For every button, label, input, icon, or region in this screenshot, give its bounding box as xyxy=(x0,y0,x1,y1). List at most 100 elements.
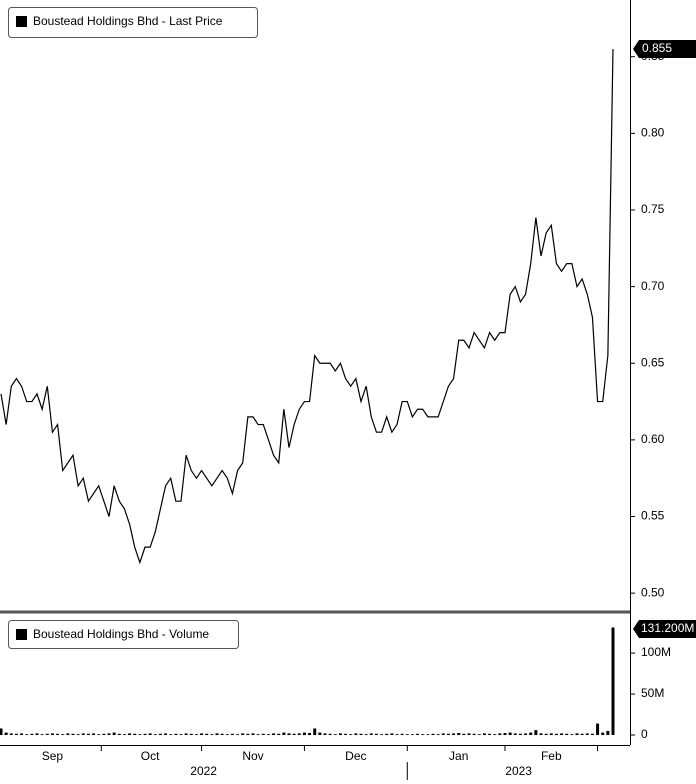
volume-bar xyxy=(349,734,353,736)
volume-bar xyxy=(395,734,399,736)
volume-bar xyxy=(596,723,600,736)
volume-bar xyxy=(50,733,54,736)
y-tick-label: 0.80 xyxy=(641,126,665,140)
y-tick-label: 0.70 xyxy=(641,279,665,293)
volume-bar xyxy=(503,732,507,736)
volume-bar xyxy=(14,733,18,736)
volume-bar xyxy=(452,733,456,736)
volume-bar xyxy=(81,733,85,736)
volume-bar xyxy=(179,734,183,736)
volume-bar xyxy=(210,734,214,736)
volume-bar xyxy=(102,733,106,736)
volume-bar xyxy=(9,733,13,736)
volume-bar xyxy=(128,733,132,736)
volume-bar xyxy=(390,733,394,736)
volume-bar xyxy=(61,734,65,736)
volume-bar xyxy=(169,734,173,736)
volume-bar xyxy=(338,733,342,736)
volume-bar xyxy=(472,733,476,736)
volume-bar xyxy=(570,734,574,736)
volume-bar xyxy=(318,732,322,736)
volume-bar xyxy=(56,733,60,736)
volume-bar xyxy=(241,733,245,736)
volume-bar xyxy=(272,733,276,736)
volume-bar xyxy=(436,734,440,736)
volume-bar xyxy=(200,733,204,736)
legend-label: Boustead Holdings Bhd - Last Price xyxy=(33,14,223,28)
year-label: 2022 xyxy=(190,764,217,778)
volume-bar xyxy=(400,733,404,736)
volume-bar xyxy=(148,733,152,736)
x-tick-label: Dec xyxy=(345,749,366,763)
volume-bar xyxy=(513,733,517,736)
x-tick-label: Jan xyxy=(449,749,468,763)
volume-bar xyxy=(580,733,584,736)
volume-bar xyxy=(35,733,39,736)
volume-bar xyxy=(446,733,450,736)
legend-label: Boustead Holdings Bhd - Volume xyxy=(33,627,209,641)
legend-swatch xyxy=(16,629,27,640)
volume-bar xyxy=(76,734,80,736)
legend-box xyxy=(8,7,258,38)
volume-bar xyxy=(174,733,178,736)
volume-bar xyxy=(138,734,142,736)
volume-bar xyxy=(508,732,512,736)
price-line xyxy=(0,49,614,565)
volume-bar xyxy=(158,733,162,736)
volume-bar xyxy=(133,733,137,736)
volume-bar xyxy=(457,732,461,736)
volume-bar xyxy=(277,733,281,736)
volume-bar xyxy=(359,733,363,736)
volume-bar xyxy=(544,733,548,736)
volume-bar xyxy=(405,734,409,736)
volume-bar xyxy=(328,733,332,736)
volume-bar xyxy=(0,728,3,736)
volume-bar xyxy=(482,733,486,736)
volume-bar xyxy=(369,733,373,736)
volume-bar xyxy=(539,733,543,736)
y-tick-label: 0.55 xyxy=(641,509,665,523)
x-tick-label: Sep xyxy=(42,749,64,763)
volume-legend: Boustead Holdings Bhd - Volume xyxy=(8,620,239,649)
legend-swatch xyxy=(16,16,27,27)
volume-bar xyxy=(549,733,553,736)
volume-bar xyxy=(374,733,378,736)
volume-bar xyxy=(287,733,291,736)
price-legend: Boustead Holdings Bhd - Last Price xyxy=(8,7,258,38)
last-value-label: 0.855 xyxy=(642,41,672,55)
volume-bar xyxy=(385,733,389,736)
volume-bar xyxy=(534,730,538,736)
volume-bar xyxy=(426,734,430,736)
last-value-label: 131.200M xyxy=(641,621,694,635)
y-tick-label: 0 xyxy=(641,727,648,741)
volume-bar xyxy=(143,733,147,736)
volume-bar xyxy=(117,733,121,736)
y-tick-label: 0.50 xyxy=(641,585,665,599)
volume-bar xyxy=(467,733,471,736)
volume-bar xyxy=(380,734,384,736)
volume-bar xyxy=(122,734,126,736)
legend-box xyxy=(8,620,239,649)
x-tick-label: Nov xyxy=(242,749,263,763)
volume-bar xyxy=(416,733,420,736)
volume-bar xyxy=(554,733,558,736)
volume-bar xyxy=(323,733,327,736)
volume-bar xyxy=(585,733,589,736)
volume-bar xyxy=(246,733,250,736)
volume-bar xyxy=(30,733,34,736)
volume-bar xyxy=(477,734,481,736)
year-label: 2023 xyxy=(505,764,532,778)
volume-bar xyxy=(97,734,101,736)
volume-bar xyxy=(590,733,594,736)
volume-bar xyxy=(297,733,301,736)
y-tick-label: 100M xyxy=(641,645,671,659)
y-tick-label: 50M xyxy=(641,686,664,700)
volume-bar xyxy=(441,733,445,736)
volume-bar xyxy=(575,733,579,736)
volume-bar xyxy=(225,734,229,736)
volume-bar xyxy=(498,733,502,736)
volume-bar xyxy=(518,733,522,736)
